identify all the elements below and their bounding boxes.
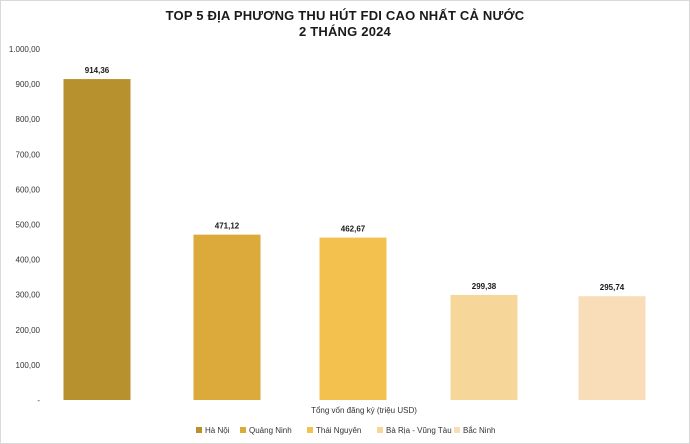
y-tick-label: 200,00 — [16, 326, 41, 335]
bar — [193, 234, 261, 400]
legend-swatch — [307, 427, 313, 433]
bars — [63, 79, 646, 401]
legend-label: Bà Rịa - Vũng Tàu — [386, 426, 452, 435]
bar-value-label: 295,74 — [600, 283, 625, 292]
y-tick-label: 300,00 — [16, 291, 41, 300]
legend-label: Hà Nội — [205, 426, 230, 435]
y-tick-label: 100,00 — [16, 361, 41, 370]
bar-value-label: 914,36 — [85, 66, 110, 75]
legend-swatch — [454, 427, 460, 433]
bar-value-label: 462,67 — [341, 225, 366, 234]
legend-swatch — [240, 427, 246, 433]
legend-swatch — [377, 427, 383, 433]
y-tick-label: 400,00 — [16, 256, 41, 265]
y-tick-label: 700,00 — [16, 150, 41, 159]
x-axis-label: Tổng vốn đăng ký (triệu USD) — [311, 406, 417, 415]
chart-title: TOP 5 ĐỊA PHƯƠNG THU HÚT FDI CAO NHẤT CẢ… — [165, 8, 525, 23]
bar-value-label: 299,38 — [472, 282, 497, 291]
chart-subtitle: 2 THÁNG 2024 — [299, 24, 391, 39]
data-labels: 914,36 471,12 462,67 299,38 295,74 — [85, 66, 625, 292]
legend-label: Thái Nguyên — [316, 426, 361, 435]
y-axis: - 100,00 200,00 300,00 400,00 500,00 600,00 700… — [9, 45, 41, 405]
bar — [450, 294, 518, 400]
bar — [319, 237, 387, 400]
y-tick-label: 500,00 — [16, 221, 41, 230]
y-tick-label: 900,00 — [16, 80, 41, 89]
legend-swatch — [196, 427, 202, 433]
bar — [578, 296, 646, 400]
y-tick-label: 600,00 — [16, 185, 41, 194]
y-tick-label: - — [37, 396, 40, 405]
y-tick-label: 1.000,00 — [9, 45, 41, 54]
legend-label: Quảng Ninh — [249, 426, 292, 435]
legend-label: Bắc Ninh — [463, 426, 495, 435]
bar-value-label: 471,12 — [215, 222, 240, 231]
y-tick-label: 800,00 — [16, 115, 41, 124]
legend: Hà Nội Quảng Ninh Thái Nguyên Bà Rịa - Vũng… — [196, 426, 495, 435]
bar — [63, 79, 131, 401]
